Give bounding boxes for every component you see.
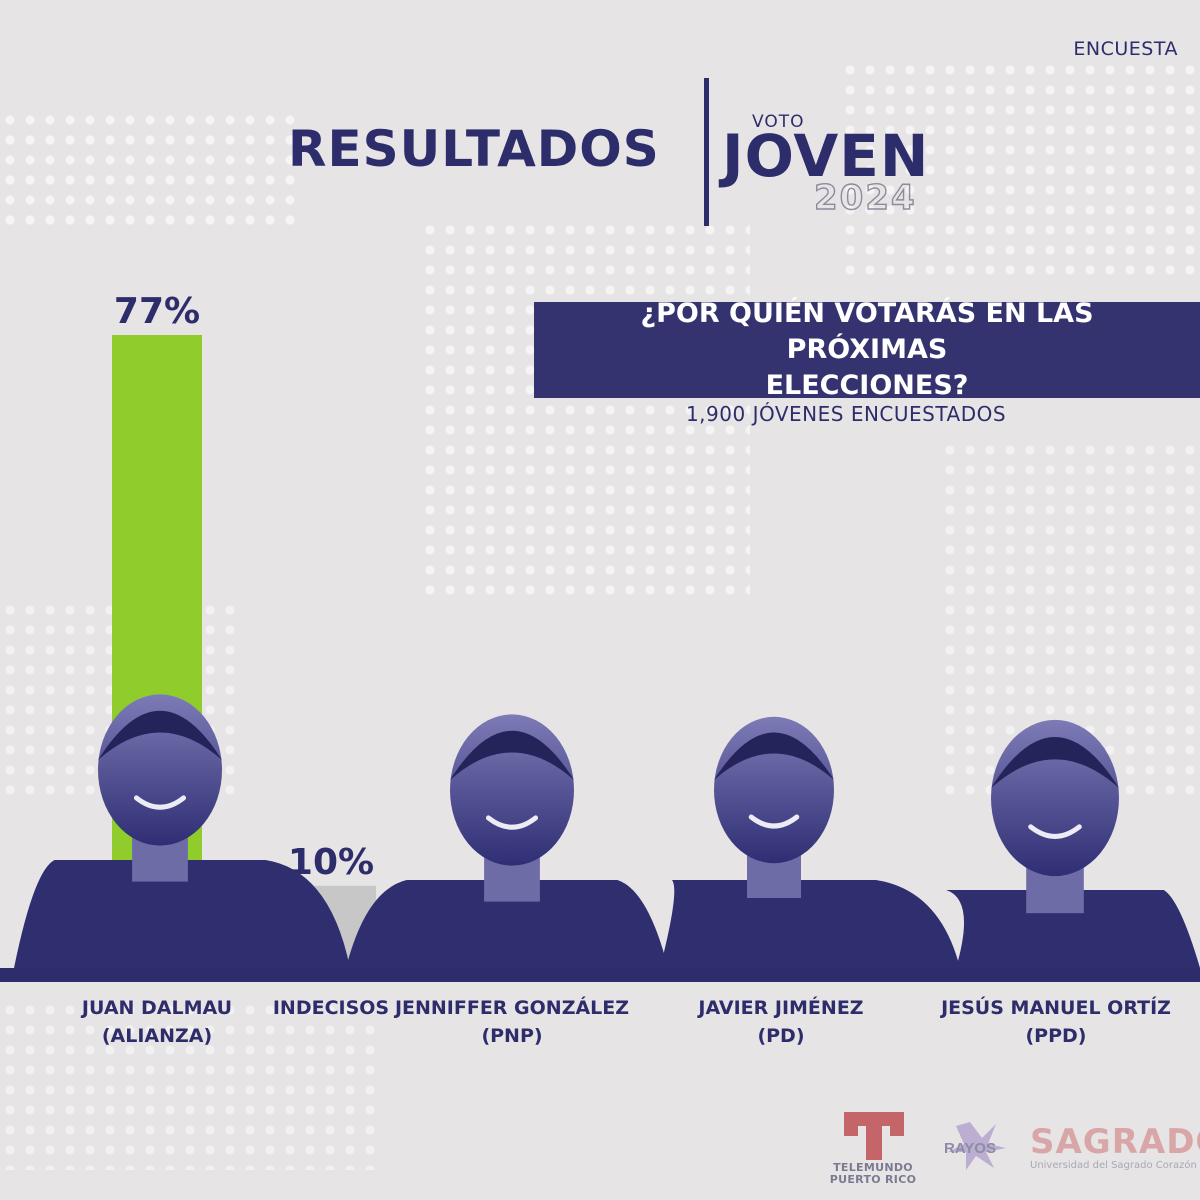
telemundo-line1: TELEMUNDO: [833, 1161, 913, 1174]
survey-question-line2: ELECCIONES?: [765, 370, 969, 401]
sagrado-wordmark: SAGRADO: [1030, 1122, 1200, 1162]
sample-size: 1,900 JÓVENES ENCUESTADOS: [685, 402, 1007, 426]
portrait-javier-jimenez: [660, 716, 960, 968]
dot-map-texture: [840, 60, 1200, 280]
brand-year: 2024: [813, 177, 917, 218]
candidate-party: (PPD): [1025, 1025, 1087, 1047]
candidate-party: (PD): [757, 1025, 805, 1047]
dot-map-texture: [0, 1000, 380, 1170]
candidate-label-5: JESÚS MANUEL ORTÍZ (PPD): [936, 994, 1176, 1050]
dot-map-texture: [0, 110, 300, 230]
sagrado-subtitle: Universidad del Sagrado Corazón: [1030, 1160, 1197, 1171]
chart-baseline: [0, 968, 1200, 982]
candidate-name: INDECISOS: [272, 997, 390, 1019]
candidate-party: (ALIANZA): [101, 1025, 213, 1047]
brand-voto: VOTO: [752, 112, 805, 132]
page-title: RESULTADOS: [288, 120, 660, 178]
survey-question-line1: ¿POR QUIÉN VOTARÁS EN LAS PRÓXIMAS: [640, 298, 1094, 365]
telemundo-logo-icon: [844, 1112, 904, 1160]
candidate-label-2: INDECISOS: [211, 994, 451, 1022]
candidate-label-3: JENNIFFER GONZÁLEZ (PNP): [392, 994, 632, 1050]
candidate-name: JAVIER JIMÉNEZ: [698, 997, 864, 1019]
brand-joven: JOVEN: [722, 122, 930, 190]
survey-question: ¿POR QUIÉN VOTARÁS EN LAS PRÓXIMAS ELECC…: [557, 296, 1177, 404]
candidate-name: JESÚS MANUEL ORTÍZ: [941, 997, 1171, 1019]
value-label-1: 77%: [114, 291, 200, 332]
candidate-name: JENNIFFER GONZÁLEZ: [394, 997, 630, 1019]
candidate-label-4: JAVIER JIMÉNEZ (PD): [661, 994, 901, 1050]
rayos-logo-icon: RAYOS: [944, 1122, 1006, 1170]
telemundo-line2: PUERTO RICO: [829, 1173, 917, 1186]
portrait-jenniffer-gonzalez: [346, 714, 668, 968]
dot-map-texture: [420, 220, 750, 600]
portrait-juan-dalmau: [14, 694, 350, 968]
candidate-party: (PNP): [481, 1025, 543, 1047]
question-panel: ¿POR QUIÉN VOTARÁS EN LAS PRÓXIMAS ELECC…: [534, 298, 1200, 401]
telemundo-wordmark: TELEMUNDO PUERTO RICO: [818, 1162, 928, 1186]
survey-kicker: ENCUESTA: [1073, 38, 1178, 60]
candidate-name: JUAN DALMAU: [81, 997, 233, 1019]
candidate-label-1: JUAN DALMAU (ALIANZA): [37, 994, 277, 1050]
rayos-wordmark: RAYOS: [944, 1140, 996, 1157]
header-divider: [704, 78, 709, 226]
portrait-jesus-manuel-ortiz: [946, 719, 1200, 968]
